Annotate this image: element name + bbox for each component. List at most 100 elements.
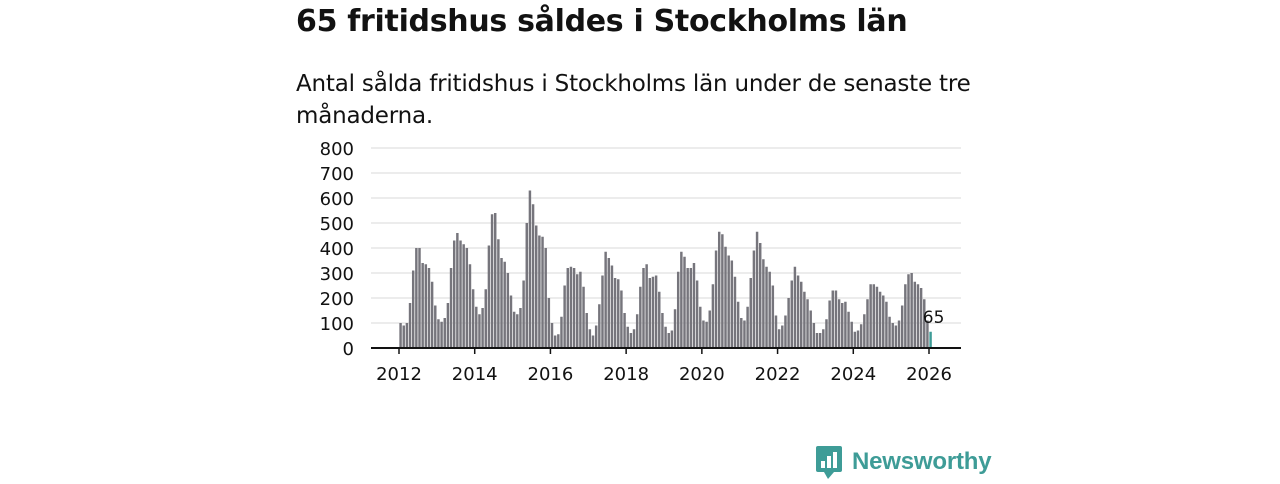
y-tick-label: 400	[320, 239, 354, 260]
bar	[585, 313, 588, 348]
bar	[673, 309, 677, 348]
bar	[516, 314, 519, 348]
bar	[705, 321, 708, 348]
bar	[399, 323, 402, 348]
bar	[598, 304, 601, 348]
bar	[654, 275, 658, 348]
bar	[844, 301, 847, 348]
bar	[661, 313, 664, 348]
bar	[736, 301, 740, 348]
bar	[487, 245, 491, 348]
bar	[402, 325, 405, 348]
bar	[790, 280, 793, 348]
bar	[774, 315, 778, 348]
bar	[503, 261, 506, 348]
bar	[418, 248, 421, 348]
bar	[749, 278, 752, 348]
bar	[853, 331, 857, 348]
bar	[576, 274, 579, 348]
bar	[572, 268, 576, 348]
bar	[743, 320, 746, 348]
bar	[910, 273, 913, 348]
bar	[919, 288, 923, 348]
bar	[676, 271, 680, 348]
bar	[856, 330, 860, 348]
bar	[538, 235, 541, 348]
bar	[639, 286, 642, 348]
bar	[531, 204, 535, 348]
bar	[885, 301, 888, 348]
bar	[629, 333, 633, 348]
bar	[875, 286, 879, 348]
bar	[815, 333, 819, 348]
bar	[781, 325, 784, 348]
bar	[907, 274, 910, 348]
bar	[449, 268, 453, 348]
bar	[878, 291, 882, 348]
bar	[522, 280, 525, 348]
x-tick-label: 2026	[906, 364, 952, 385]
bar	[557, 334, 560, 348]
bar	[535, 225, 538, 348]
bar	[787, 298, 790, 348]
bar	[768, 271, 771, 348]
bar	[421, 263, 424, 348]
bar	[809, 310, 812, 348]
x-tick-label: 2022	[755, 364, 801, 385]
bar	[859, 324, 863, 348]
bar	[623, 313, 626, 348]
bar	[793, 266, 797, 348]
bar	[525, 223, 528, 348]
bar	[569, 266, 573, 348]
bar	[642, 268, 645, 348]
bar	[831, 290, 835, 348]
bar	[528, 190, 532, 348]
bar	[635, 314, 639, 348]
bar	[408, 303, 412, 348]
bar	[746, 306, 749, 348]
bar	[866, 299, 869, 348]
bar	[721, 234, 724, 348]
bar	[591, 335, 595, 348]
bar	[711, 284, 715, 348]
bar	[493, 213, 497, 348]
bar	[777, 329, 781, 348]
bar	[579, 271, 582, 348]
x-tick-label: 2024	[830, 364, 876, 385]
bar	[648, 278, 652, 348]
bar	[758, 243, 762, 348]
bar	[490, 214, 494, 348]
y-tick-label: 100	[320, 314, 354, 335]
bar-chart-speech-bubble-icon	[816, 446, 842, 480]
x-tick-label: 2012	[376, 364, 422, 385]
bar	[405, 323, 409, 348]
subtitle: Antal sålda fritidshus i Stockholms län …	[296, 71, 971, 129]
bar	[506, 273, 510, 348]
headline: 65 fritidshus såldes i Stockholms län	[296, 4, 908, 39]
bar	[689, 268, 693, 348]
bar	[872, 284, 876, 348]
bar	[607, 258, 611, 348]
x-tick-label: 2014	[452, 364, 498, 385]
x-tick-label: 2016	[528, 364, 574, 385]
bar	[702, 320, 705, 348]
bar	[430, 281, 434, 348]
y-tick-label: 300	[320, 264, 354, 285]
bar	[916, 284, 920, 348]
bar	[822, 329, 825, 348]
bar	[471, 289, 475, 348]
bar	[544, 248, 547, 348]
bar	[588, 329, 592, 348]
bar	[613, 278, 617, 348]
bar	[834, 290, 838, 348]
bar	[452, 240, 456, 348]
bar	[800, 281, 803, 348]
bar	[424, 264, 428, 348]
bar	[509, 295, 513, 348]
highlight-bar	[929, 331, 932, 348]
bar	[882, 295, 885, 348]
bar	[727, 255, 730, 348]
y-tick-label: 700	[320, 164, 354, 185]
bars	[399, 190, 932, 348]
bar	[411, 270, 415, 348]
